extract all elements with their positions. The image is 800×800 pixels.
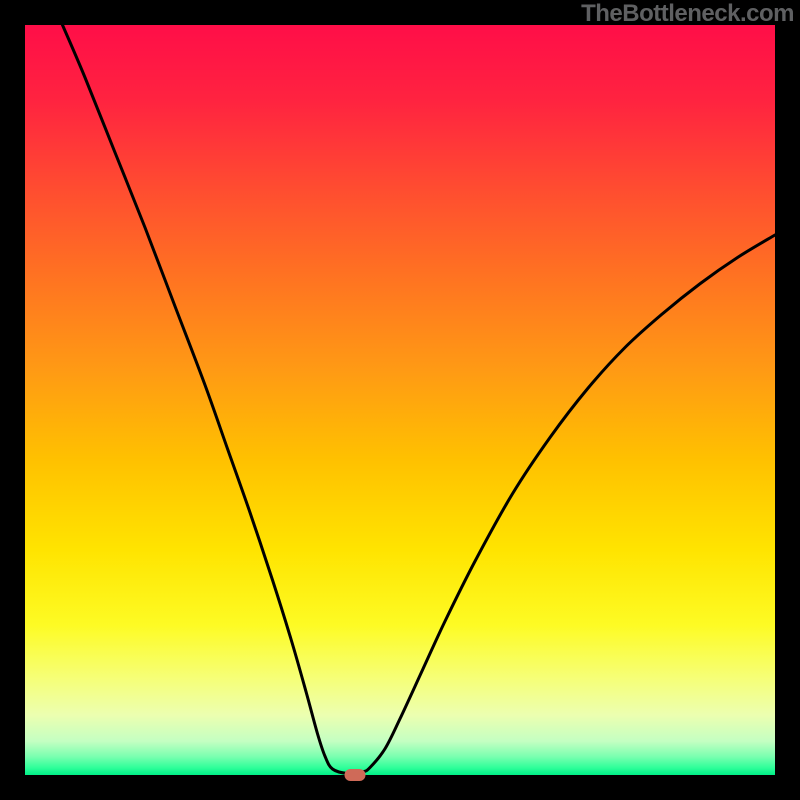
watermark-text: TheBottleneck.com xyxy=(581,0,794,28)
plot-area xyxy=(25,25,775,775)
chart-frame: TheBottleneck.com xyxy=(0,0,800,800)
curve-layer xyxy=(25,25,775,775)
optimum-marker xyxy=(345,769,366,781)
bottleneck-curve xyxy=(63,25,776,774)
